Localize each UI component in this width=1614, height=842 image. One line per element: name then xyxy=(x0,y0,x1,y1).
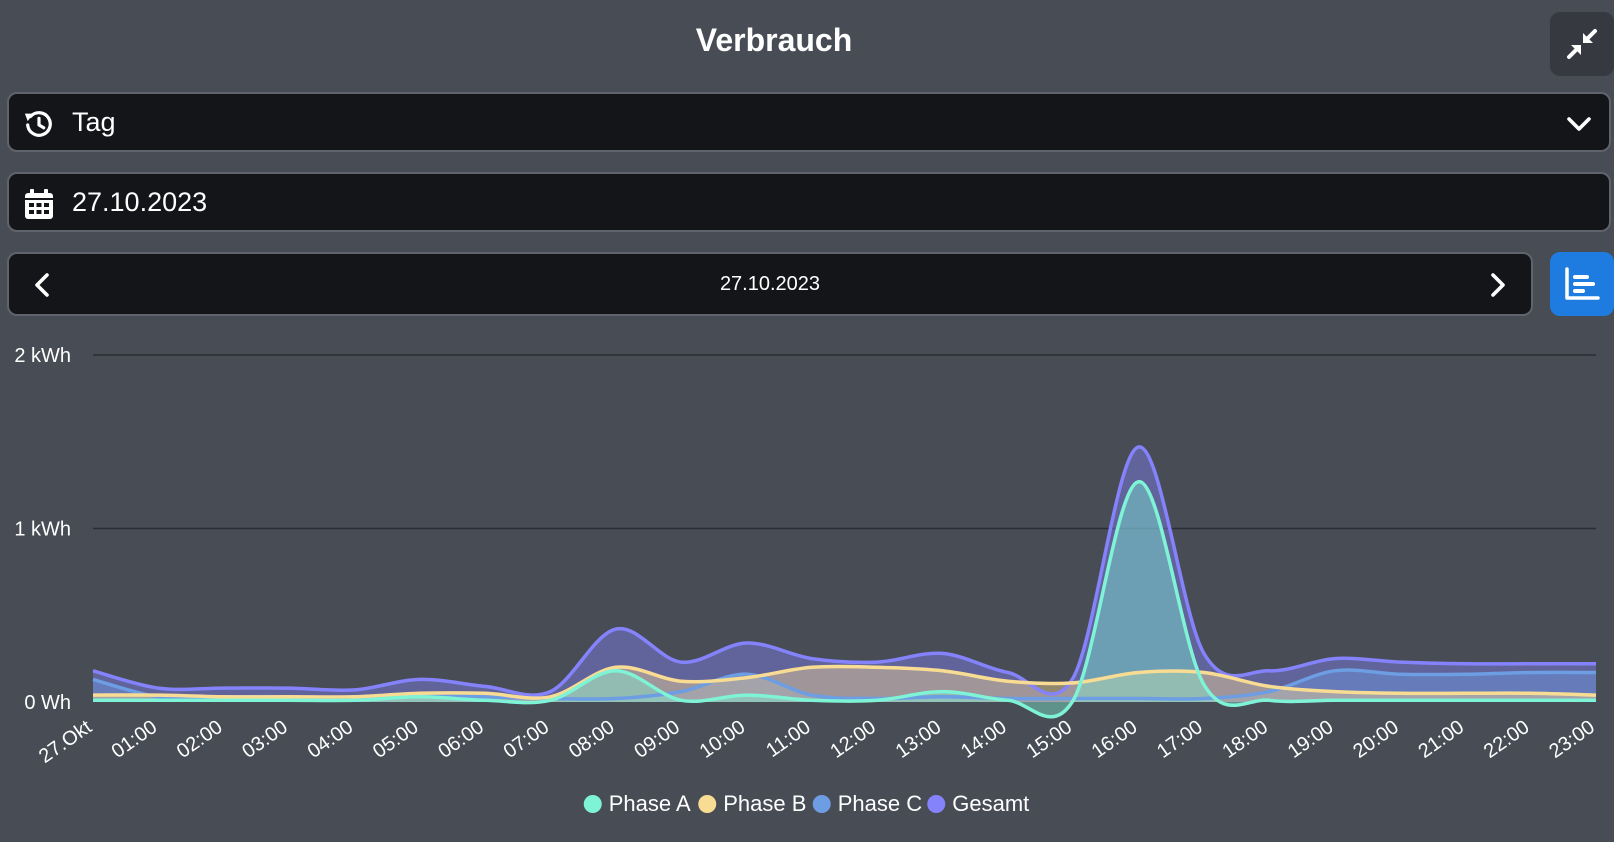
x-tick-label: 06:00 xyxy=(434,716,488,763)
series-lines xyxy=(92,445,1597,719)
y-tick-label: 1 kWh xyxy=(14,519,71,541)
chevron-down-icon xyxy=(1563,108,1595,140)
x-axis: 27.Okt 01:00 02:00 03:00 04:00 05:00 06:00 07:0… xyxy=(35,716,1599,768)
legend-swatch xyxy=(583,795,602,813)
y-tick-label: 2 kWh xyxy=(14,345,71,367)
date-field-value: 27.10.2023 xyxy=(72,187,208,217)
period-select-value: Tag xyxy=(72,107,116,137)
collapse-button[interactable] xyxy=(1550,12,1614,76)
x-tick-label: 17:00 xyxy=(1153,716,1207,763)
legend-label: Gesamt xyxy=(952,791,1029,816)
grid-lines xyxy=(93,354,1596,530)
x-tick-label: 16:00 xyxy=(1088,716,1142,763)
series-areas xyxy=(93,446,1596,717)
series-line-gesamt xyxy=(92,445,1596,697)
x-tick-label: 09:00 xyxy=(630,716,684,763)
x-tick-label: 19:00 xyxy=(1284,716,1338,763)
x-tick-label: 27.Okt xyxy=(35,716,96,768)
series-area-gesamt xyxy=(93,446,1596,702)
legend-label: Phase B xyxy=(723,791,806,816)
chart-view-button[interactable] xyxy=(1550,252,1614,316)
history-icon xyxy=(23,108,55,140)
legend-label: Phase C xyxy=(838,791,922,816)
y-axis: 0 Wh 1 kWh 2 kWh xyxy=(14,345,71,714)
x-tick-label: 22:00 xyxy=(1480,716,1534,763)
x-tick-label: 03:00 xyxy=(238,716,292,763)
bar-chart-icon xyxy=(1565,267,1600,300)
legend-label: Phase A xyxy=(609,791,691,816)
calendar-icon xyxy=(23,188,55,220)
chevron-right-icon xyxy=(1491,273,1505,297)
date-field[interactable]: 27.10.2023 xyxy=(7,172,1611,232)
legend-swatch xyxy=(812,795,831,813)
x-tick-label: 05:00 xyxy=(369,716,423,763)
consumption-chart: 0 Wh 1 kWh 2 kWh 27.Okt 01:00 02:00 03:00 04:0… xyxy=(14,345,1599,816)
collapse-arrows-icon xyxy=(1567,29,1597,59)
x-tick-label: 02:00 xyxy=(173,716,227,763)
date-navigator: 27.10.2023 xyxy=(7,252,1533,316)
series-line-phase-a xyxy=(93,479,1597,719)
chevron-left-icon xyxy=(35,273,49,297)
x-tick-label: 08:00 xyxy=(565,716,619,763)
x-tick-label: 11:00 xyxy=(762,716,814,762)
legend-item-phase-b[interactable]: Phase B xyxy=(698,791,806,816)
x-tick-label: 23:00 xyxy=(1545,716,1599,763)
x-tick-label: 14:00 xyxy=(957,716,1011,763)
x-tick-label: 13:00 xyxy=(892,716,946,763)
x-tick-label: 10:00 xyxy=(696,716,750,763)
legend-swatch xyxy=(698,795,717,813)
current-date-label: 27.10.2023 xyxy=(719,273,821,295)
next-day-button[interactable] xyxy=(1481,269,1513,301)
legend: Phase A Phase B Phase C Gesamt xyxy=(583,791,1029,816)
legend-item-phase-c[interactable]: Phase C xyxy=(812,791,922,816)
x-tick-label: 07:00 xyxy=(500,716,554,763)
x-tick-label: 04:00 xyxy=(304,716,358,763)
y-tick-label: 0 Wh xyxy=(24,692,71,714)
legend-item-gesamt[interactable]: Gesamt xyxy=(927,791,1029,816)
legend-item-phase-a[interactable]: Phase A xyxy=(583,791,691,816)
page-title: Verbrauch xyxy=(695,22,853,58)
x-tick-label: 21:00 xyxy=(1415,716,1469,763)
previous-day-button[interactable] xyxy=(27,269,59,301)
legend-swatch xyxy=(927,795,946,813)
x-tick-label: 15:00 xyxy=(1022,716,1076,763)
x-tick-label: 01:00 xyxy=(108,716,162,763)
series-line-phase-b xyxy=(92,664,1597,700)
period-select[interactable]: Tag xyxy=(7,92,1611,152)
x-tick-label: 18:00 xyxy=(1219,716,1273,763)
x-tick-label: 12:00 xyxy=(826,716,880,763)
x-tick-label: 20:00 xyxy=(1349,716,1403,763)
